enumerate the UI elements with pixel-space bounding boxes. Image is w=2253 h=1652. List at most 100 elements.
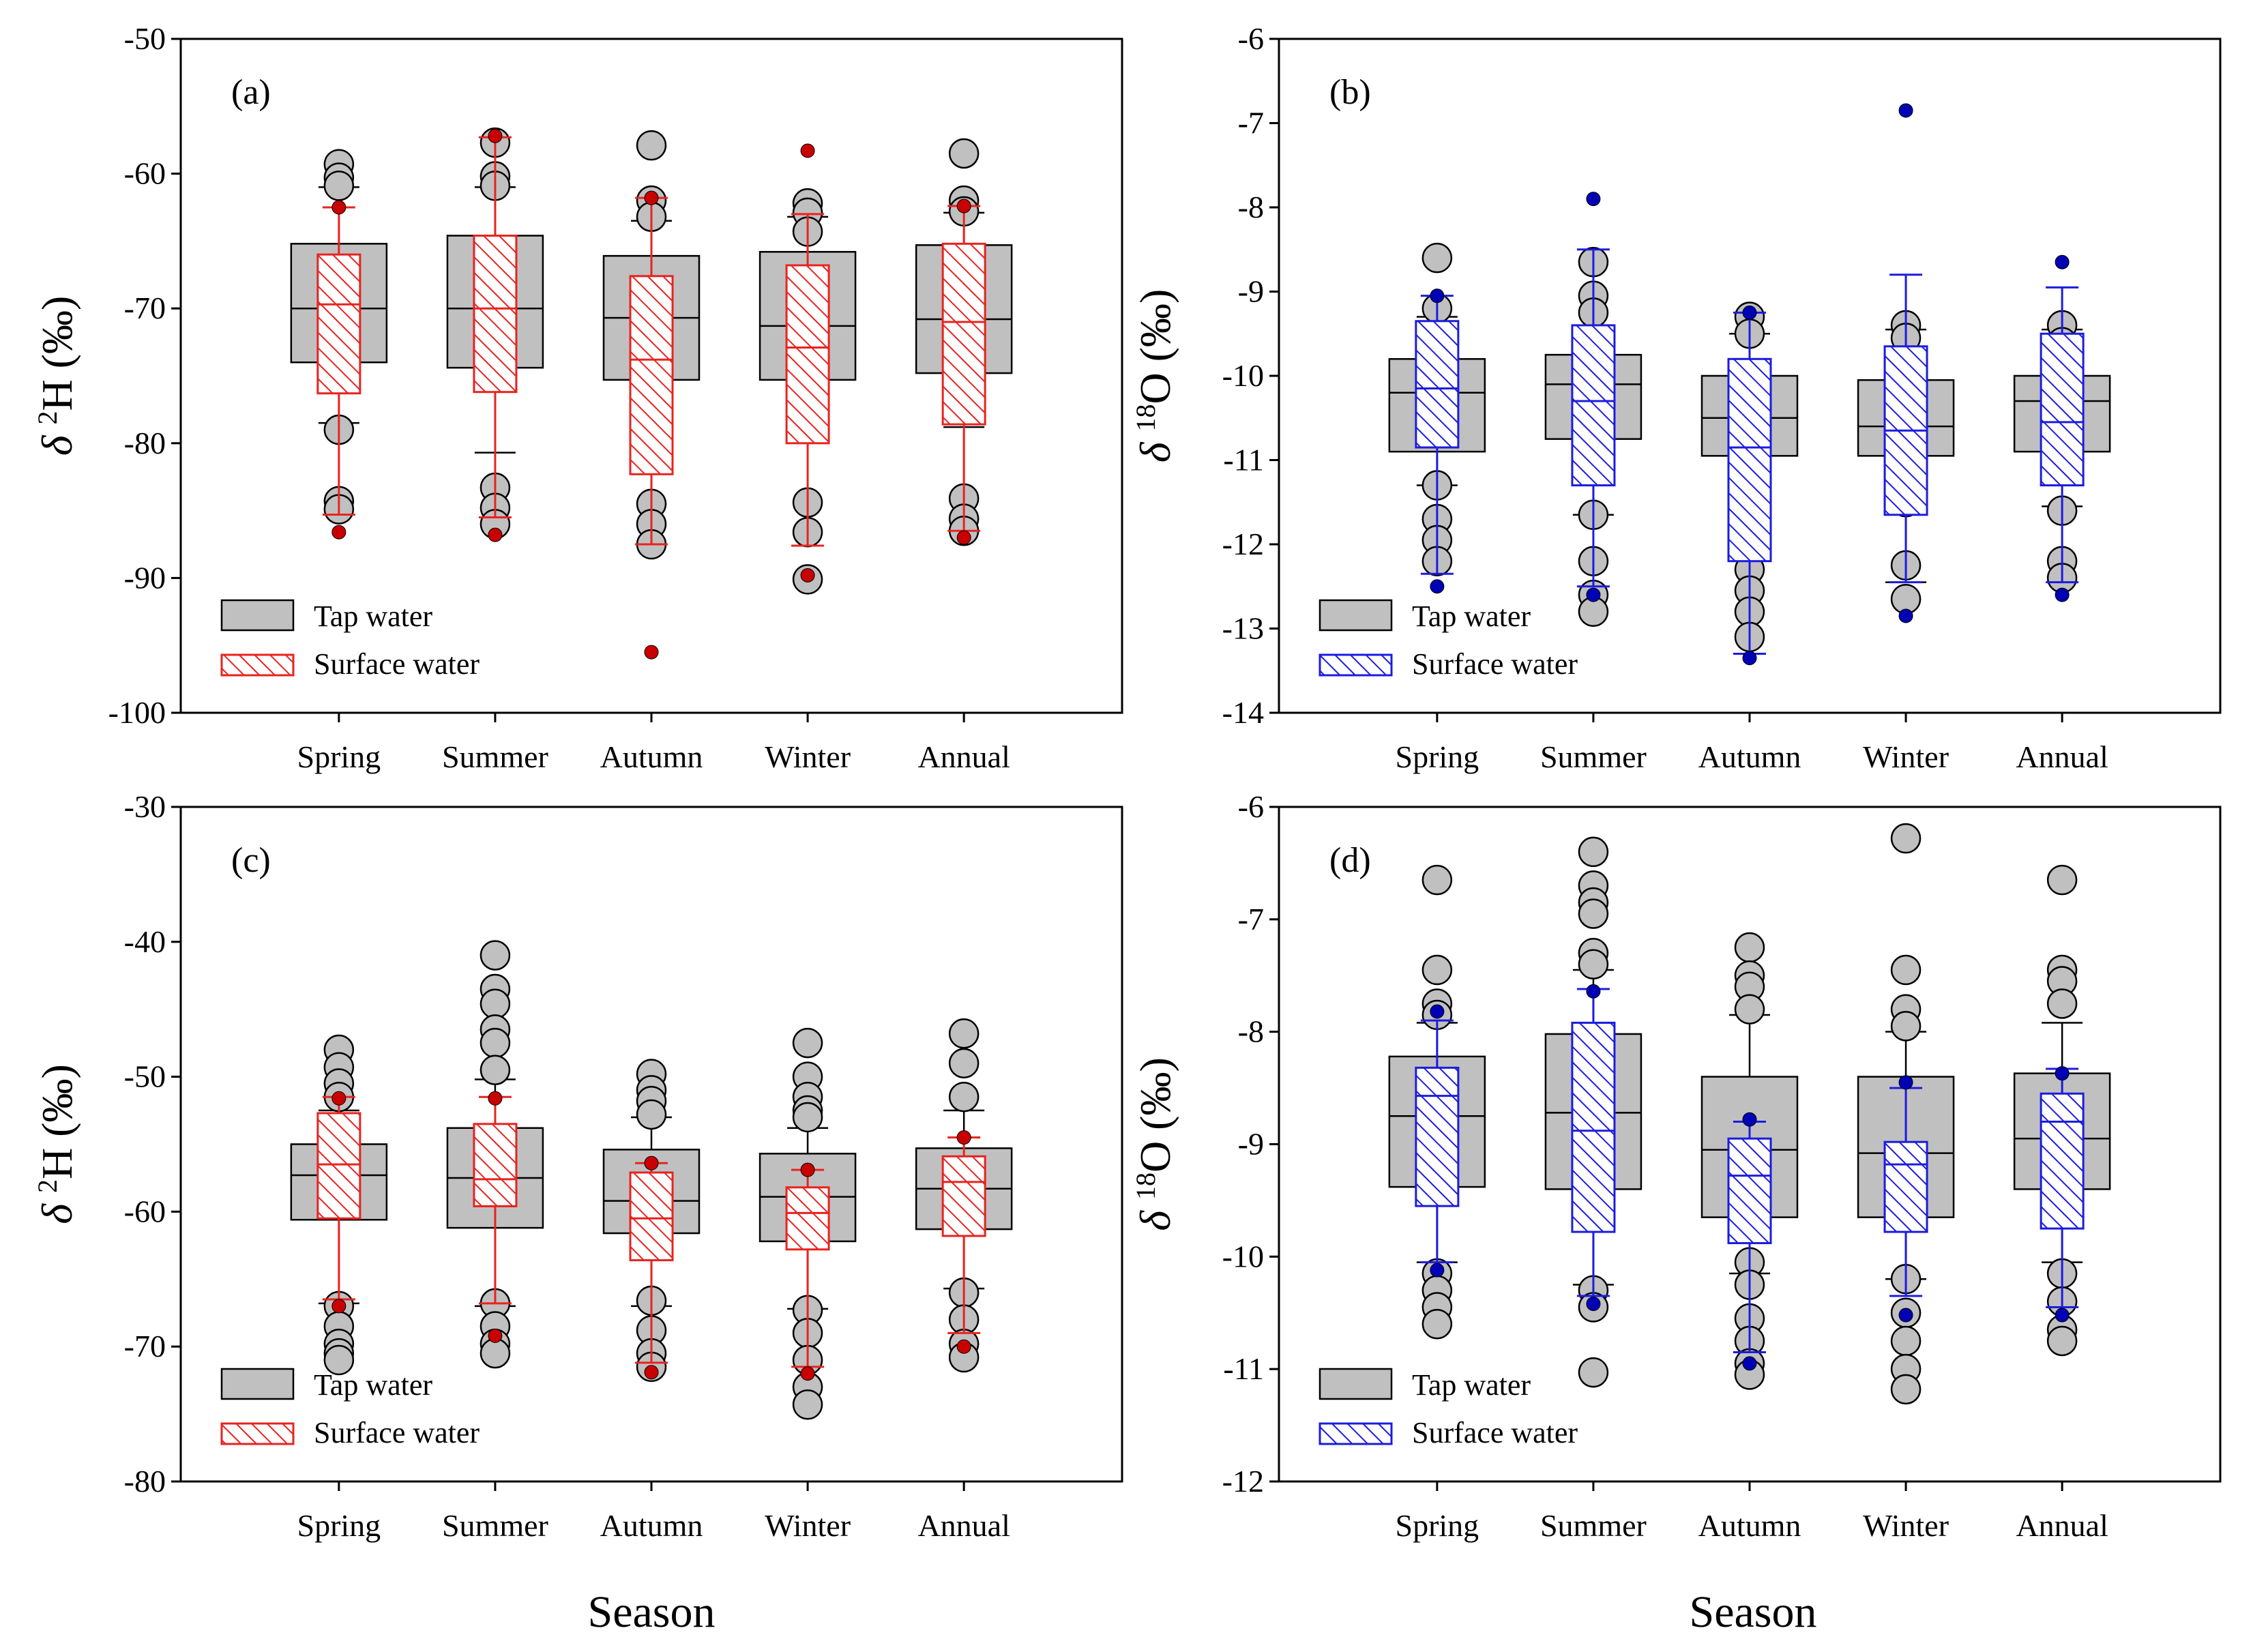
surface-box	[785, 1162, 830, 1381]
y-tick-label: -11	[1223, 1351, 1264, 1386]
surface-box-body	[785, 264, 830, 445]
y-tick-label: -12	[1222, 1464, 1264, 1499]
legend: Tap water Surface water	[220, 1368, 480, 1449]
y-tick-label: -10	[1222, 358, 1264, 393]
tap-outlier	[1890, 1011, 1921, 1042]
legend-swatch-tap	[1319, 1368, 1393, 1400]
surface-box	[1571, 984, 1616, 1312]
legend-label-tap: Tap water	[1412, 600, 1531, 633]
y-tick-label: -50	[124, 1059, 166, 1094]
x-tick-label: Annual	[917, 1508, 1010, 1543]
legend-label-surface: Surface water	[1412, 647, 1578, 681]
surface-outlier	[1586, 587, 1601, 602]
legend-label-surface: Surface water	[314, 1416, 480, 1449]
surface-outlier	[1430, 1004, 1445, 1019]
x-tick-label: Summer	[1540, 739, 1647, 774]
surface-outlier	[800, 567, 815, 582]
tap-outlier	[948, 1018, 980, 1049]
legend-label-tap: Tap water	[1412, 1368, 1531, 1402]
legend-swatch-surface	[220, 1422, 295, 1445]
x-tick-label: Autumn	[1698, 1508, 1801, 1543]
tap-outlier	[2046, 1325, 2078, 1357]
tap-outlier	[792, 1102, 823, 1133]
y-axis-title: δ 2H (‰)	[32, 296, 81, 456]
y-tick-label: -100	[108, 695, 166, 730]
x-tick-label: Spring	[297, 1508, 381, 1543]
legend: Tap water Surface water	[1319, 599, 1578, 681]
surface-outlier	[2055, 1308, 2070, 1323]
legend: Tap water Surface water	[1319, 1368, 1578, 1449]
surface-outlier	[644, 190, 659, 205]
tap-outlier	[636, 130, 667, 161]
surface-box-body	[785, 1186, 830, 1251]
tap-outlier	[1578, 1357, 1609, 1388]
surface-outlier	[644, 1365, 659, 1380]
plot-frame	[179, 38, 1123, 714]
x-tick-label: Spring	[297, 739, 381, 774]
surface-box-body	[1727, 1137, 1772, 1245]
panel-label: (d)	[1329, 841, 1371, 880]
legend-swatch-surface	[220, 653, 295, 677]
legend-swatch-tap	[220, 1368, 295, 1400]
legend-swatch-surface	[1319, 1422, 1393, 1445]
panel-label: (a)	[231, 73, 271, 112]
legend-swatch-tap	[1319, 599, 1393, 632]
tap-outlier	[1890, 1325, 1921, 1357]
chart-panel-d: -12 -11 -10 -9 -8 -7 -6 Spring Summer Autumn Winte…	[1130, 789, 2222, 1543]
surface-outlier	[332, 525, 347, 540]
x-tick-label: Annual	[2016, 1508, 2108, 1543]
tap-outlier	[948, 1048, 980, 1079]
y-tick-label: -9	[1238, 1127, 1264, 1162]
tap-outlier	[1422, 954, 1453, 986]
tap-outlier	[323, 171, 355, 201]
surface-box	[473, 128, 518, 542]
surface-box-body	[1415, 1066, 1460, 1207]
x-tick-label: Autumn	[600, 1508, 703, 1543]
surface-outlier	[644, 1155, 659, 1170]
y-tick-label: -7	[1238, 106, 1264, 141]
chart-panel-b: -14 -13 -12 -11 -10 -9 -8 -7 -6 Spring Summer Autum…	[1130, 21, 2222, 774]
surface-outlier	[956, 530, 971, 545]
y-tick-label: -6	[1238, 789, 1264, 824]
y-tick-label: -8	[1238, 190, 1264, 224]
chart-panel-c: -80 -70 -60 -50 -40 -30 Spring Summer Autumn Wint…	[32, 789, 1123, 1543]
surface-box-body	[1727, 357, 1772, 563]
surface-outlier	[644, 645, 659, 660]
surface-box-body	[1571, 324, 1616, 487]
legend-label-tap: Tap water	[314, 600, 432, 633]
tap-outlier	[323, 1344, 355, 1376]
tap-outlier	[1422, 1308, 1453, 1340]
surface-outlier	[2055, 254, 2070, 269]
surface-box-body	[1571, 1021, 1616, 1233]
surface-outlier	[956, 1339, 971, 1354]
surface-outlier	[1430, 579, 1445, 594]
panel-label: (c)	[231, 841, 271, 880]
x-tick-label: Winter	[765, 1508, 851, 1543]
tap-outlier	[2046, 988, 2078, 1019]
x-axis-title-left: Season	[588, 1587, 716, 1637]
y-tick-label: -50	[124, 21, 166, 56]
surface-outlier	[2055, 1066, 2070, 1081]
surface-outlier	[1898, 1075, 1913, 1090]
surface-box	[2040, 1066, 2085, 1323]
surface-outlier	[332, 1299, 347, 1314]
surface-outlier	[488, 527, 503, 542]
y-tick-label: -7	[1238, 902, 1264, 936]
surface-box-body	[1415, 320, 1460, 449]
tap-outlier	[636, 1099, 667, 1130]
tap-outlier	[1578, 836, 1609, 868]
surface-box	[785, 143, 830, 582]
surface-outlier	[2055, 587, 2070, 602]
legend-swatch-surface	[1319, 653, 1393, 677]
tap-outlier	[948, 1082, 980, 1112]
surface-outlier	[1586, 984, 1601, 999]
surface-outlier	[1898, 1308, 1913, 1323]
y-axis-title: δ 18O (‰)	[1130, 1057, 1179, 1231]
tap-outlier	[1734, 994, 1765, 1024]
surface-outlier	[332, 200, 347, 215]
surface-outlier	[1430, 1263, 1445, 1278]
legend: Tap water Surface water	[220, 599, 480, 681]
legend-label-tap: Tap water	[314, 1368, 432, 1402]
surface-outlier	[1742, 1356, 1757, 1371]
